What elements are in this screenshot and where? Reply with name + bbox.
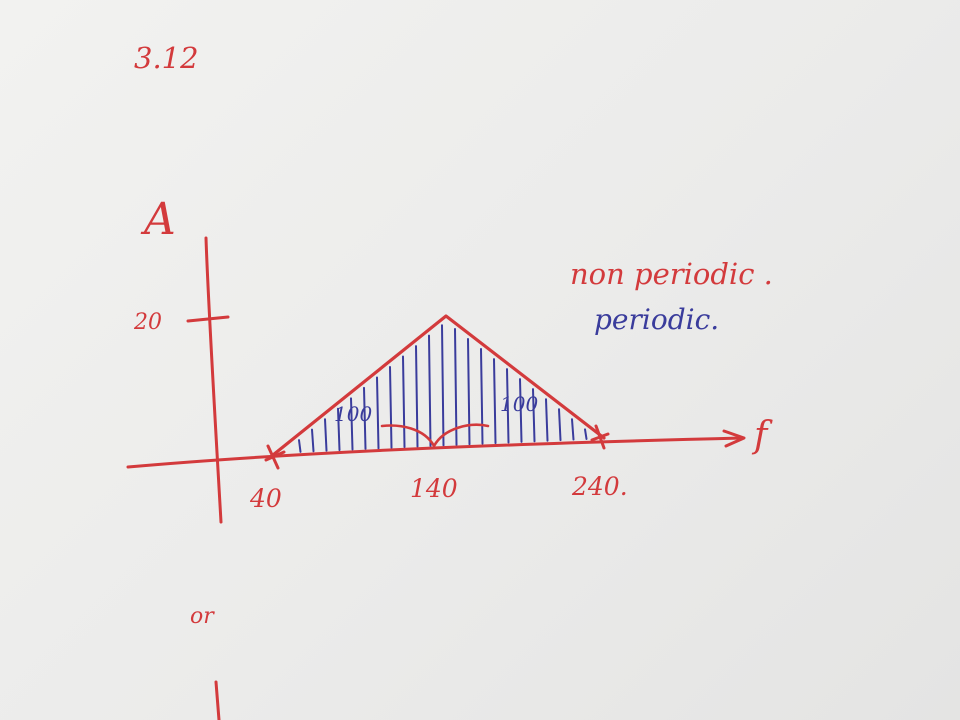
hatch-line: [376, 376, 380, 450]
hatch-line: [571, 418, 575, 441]
bottom-note: or: [190, 604, 214, 629]
hatch-line: [558, 408, 562, 442]
hatch-line: [402, 355, 406, 449]
hatch-line: [389, 365, 393, 449]
hatch-line: [545, 398, 549, 442]
blue-hatching: [298, 324, 588, 453]
problem-number: 3.12: [134, 41, 199, 75]
hatch-line: [324, 418, 328, 452]
hatch-line: [480, 348, 484, 445]
hatch-line: [454, 327, 458, 446]
amplitude-axis-label: A: [144, 194, 176, 245]
hatch-line: [428, 334, 432, 447]
bottom-stroke: [214, 680, 221, 720]
hatch-line: [493, 358, 497, 445]
note-non-periodic: non periodic .: [570, 257, 773, 291]
bandwidth-brace: [380, 423, 490, 449]
hatch-line: [532, 388, 536, 443]
freq-tick-right-label: 240.: [572, 472, 628, 501]
hatch-line: [519, 378, 523, 443]
frequency-axis-label: f: [754, 415, 768, 456]
hatch-line: [298, 439, 302, 453]
width-left-label: 100: [334, 402, 373, 426]
note-periodic: periodic.: [594, 303, 720, 336]
hatch-line: [350, 397, 354, 451]
hatch-line: [337, 407, 341, 452]
hatch-line: [506, 368, 510, 444]
freq-tick-left-label: 40: [250, 484, 282, 513]
triangle-spectrum: [271, 314, 606, 457]
tick-40-mark: [264, 444, 286, 470]
horizontal-axis: [126, 436, 744, 469]
hatch-line: [467, 337, 471, 446]
hatch-line: [311, 428, 315, 453]
tick-240-mark: [590, 424, 610, 450]
width-right-label: 100: [500, 392, 539, 416]
hatch-line: [584, 428, 588, 440]
hatch-line: [363, 386, 367, 450]
freq-tick-center-label: 140: [410, 474, 458, 503]
axis-arrow-head: [722, 429, 746, 448]
amplitude-tick-mark: [186, 315, 230, 323]
hatch-line: [441, 324, 445, 447]
amplitude-tick-label: 20: [134, 310, 162, 335]
vertical-axis: [204, 236, 223, 524]
